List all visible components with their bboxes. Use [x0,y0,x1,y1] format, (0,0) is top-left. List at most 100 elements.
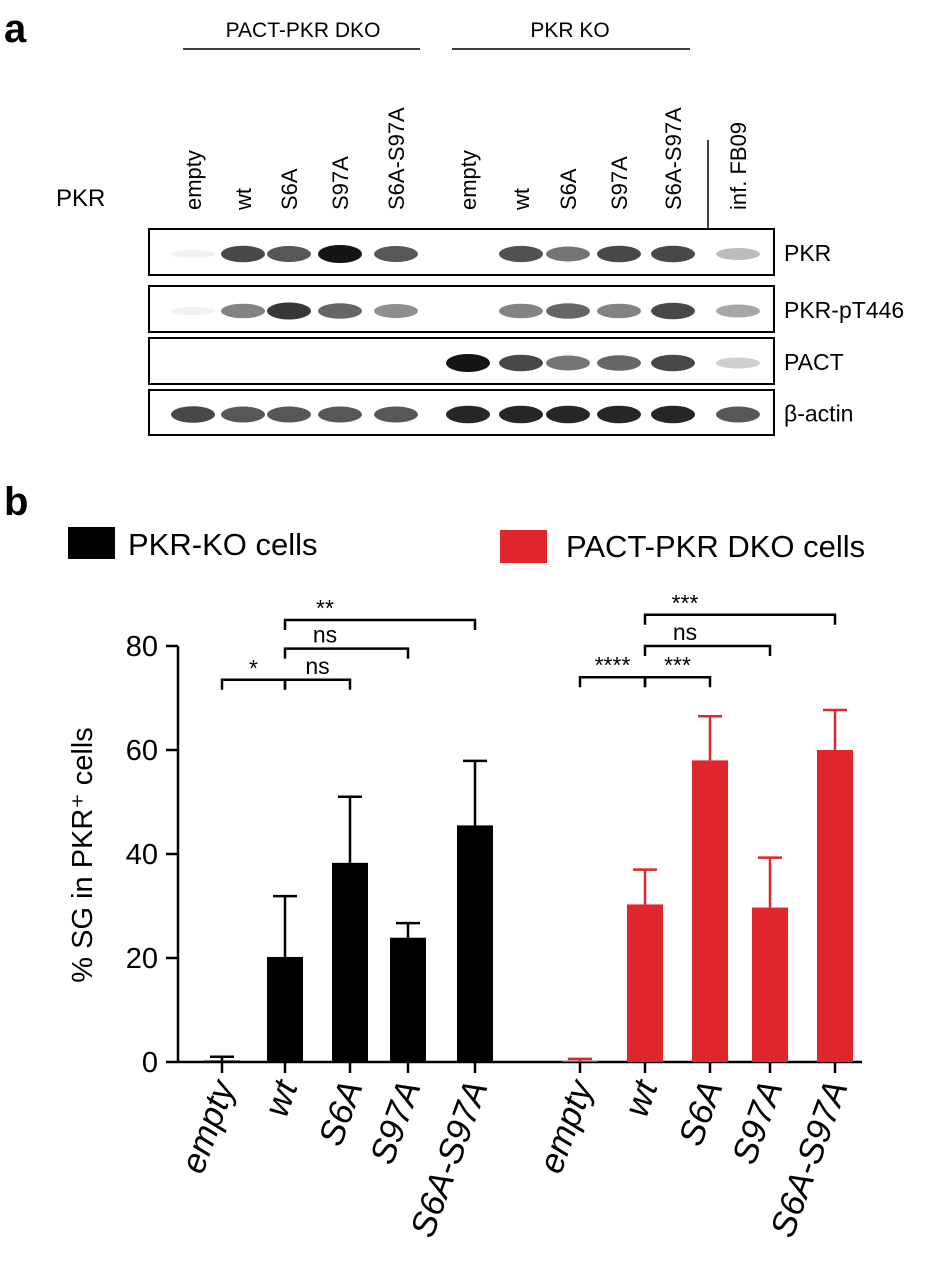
y-tick-label: 40 [126,839,158,871]
blot-band [546,303,590,319]
panel-b-letter: b [4,480,28,524]
y-tick-label: 20 [126,943,158,975]
blot-band [499,354,543,372]
lane-label: S97A [607,156,632,210]
lane-label: S97A [328,156,353,210]
blot-band [446,405,490,424]
legend-swatch-dko [500,530,547,563]
significance-bracket [283,647,410,659]
bar [752,907,788,1062]
blot-band [597,245,641,263]
blot-band [716,406,760,423]
blot-band [651,354,695,372]
blot-band [499,303,543,319]
legend-label-pkr-ko: PKR-KO cells [128,527,317,562]
blot-band [318,245,362,263]
bar [390,937,426,1062]
panel-a-western-blot: a PKR PACT-PKR DKO PKR KO empty wt S6A S97A… [4,7,904,436]
blot-band [597,405,641,424]
y-tick-label: 60 [126,735,158,767]
blot-band [267,302,311,320]
lane-label: empty [456,150,481,210]
blot-band [267,406,311,423]
significance-label: *** [664,652,691,678]
group-title-ko: PKR KO [530,19,609,42]
significance-bracket [283,618,477,630]
blot-band [318,406,362,423]
lane-label: wt [231,188,256,211]
blot-strips: PKR PKR-pT446 PACT β-actin [148,228,904,436]
blot-band [499,245,543,263]
y-tick-label: 0 [142,1047,158,1079]
blot-band [546,405,590,424]
bar [627,904,663,1062]
blot-band [267,246,311,262]
bar [332,862,368,1062]
blot-band [446,354,490,372]
bar [817,750,853,1062]
blot-band [499,405,543,424]
x-tick-label: S6A [311,1075,370,1151]
significance-bracket [643,675,712,688]
blot-band [597,303,641,319]
lane-label: empty [181,150,206,210]
x-tick-label: wt [617,1074,666,1121]
blot-band [221,303,265,319]
lane-label: S6A-S97A [384,107,409,210]
y-axis-label: % SG in PKR⁺ cells [67,727,99,982]
x-tick-label: empty [531,1073,601,1178]
blot-strip: PACT [148,337,844,385]
blot-band [546,246,590,262]
blot-strip: β-actin [148,389,853,436]
lane-labels: empty wt S6A S97A S6A-S97A empty wt S6A S97A S6A-… [181,107,751,211]
bar [457,825,493,1062]
lane-label: inf. FB09 [726,122,751,210]
blot-band [318,303,362,319]
x-tick-label: empty [173,1073,243,1178]
legend-label-dko: PACT-PKR DKO cells [566,529,865,564]
significance-label: * [249,655,258,681]
x-tick-label: S97A [363,1075,429,1169]
blot-band [171,406,215,423]
lane-label: S6A [277,168,302,210]
significance-bracket [283,678,352,690]
blot-strip: PKR [148,228,831,276]
group-title-dko: PACT-PKR DKO [226,19,381,42]
blot-label: PKR [784,240,831,266]
significance-label: ns [673,619,697,645]
significance-label: **** [595,652,631,678]
blot-band [374,406,418,423]
blot-band [546,355,590,371]
blot-band [716,357,760,369]
panel-b-bar-chart: b PKR-KO cells PACT-PKR DKO cells 0 20 40 6… [4,480,865,1242]
x-tick-label: wt [257,1074,306,1121]
blot-label: PACT [784,349,844,375]
significance-bracket [643,644,772,656]
bar [204,1060,240,1062]
blot-band [374,246,418,262]
blot-band [716,248,760,260]
significance-label: *** [672,590,699,616]
blot-strip: PKR-pT446 [148,285,904,333]
x-tick-label: S6A [671,1075,730,1151]
blot-band [374,304,418,318]
lane-label: S6A-S97A [661,107,686,210]
blot-band [651,405,695,424]
blot-band [171,306,215,316]
pkr-row-label: PKR [56,185,105,212]
y-tick-label: 80 [126,631,158,663]
significance-bracket [220,678,287,690]
significance-bracket [578,675,647,688]
blot-label: PKR-pT446 [784,297,904,323]
blot-band [221,245,265,263]
blot-band [597,355,641,371]
bar [267,956,303,1062]
blot-band [171,249,215,259]
lane-label: S6A [556,168,581,210]
blot-band [221,406,265,423]
blot-band [651,302,695,320]
blot-band [716,304,760,318]
significance-bracket [643,613,837,625]
